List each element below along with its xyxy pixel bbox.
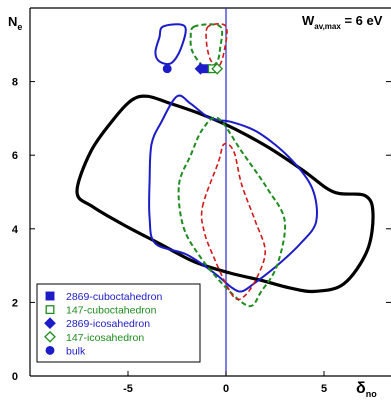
xlabel-sub: no [366, 389, 377, 399]
annotation-rest: = 6 eV [341, 13, 383, 28]
ylabel-sub: e [17, 22, 22, 32]
series-line-red-5 [200, 142, 267, 301]
ylabel-main: N [8, 14, 17, 29]
legend-label-2: 2869-icosahedron [66, 318, 150, 330]
data-point-diamond-4 [211, 62, 224, 75]
annotation: Wav,max = 6 eV [302, 13, 383, 31]
data-point-circle-0 [162, 64, 172, 74]
legend-marker-4 [45, 345, 55, 355]
series-line-blue-1 [148, 94, 318, 293]
series-line-green-3 [177, 116, 287, 308]
series-line-green-4 [189, 23, 224, 69]
ylabel: Ne [8, 14, 22, 32]
tick-layer: -5 0 5 0 2 4 6 8 [12, 77, 391, 395]
series-layer [75, 23, 375, 308]
y-tick-label: 0 [12, 371, 18, 383]
x-tick-label: 0 [223, 383, 229, 395]
legend-marker-1 [45, 305, 55, 315]
series-line-blue-2 [154, 23, 187, 66]
legend: 2869-cuboctahedron 147-cuboctahedron2869-… [36, 283, 201, 363]
x-tick-label: -5 [123, 383, 133, 395]
xlabel-main: δ [356, 380, 366, 397]
y-tick-label: 6 [12, 150, 18, 162]
xlabel: δno [356, 380, 377, 399]
legend-marker-0 [45, 291, 55, 301]
legend-label-1: 147-cuboctahedron [66, 305, 157, 317]
y-tick-label: 8 [12, 77, 18, 89]
annotation-main: W [302, 13, 315, 28]
x-tick-label: 5 [321, 383, 327, 395]
y-tick-label: 4 [12, 224, 19, 236]
legend-box [36, 283, 201, 363]
legend-label-3: 147-icosahedron [66, 332, 144, 344]
y-tick-label: 2 [12, 297, 18, 309]
legend-entries: 2869-cuboctahedron 147-cuboctahedron2869-… [44, 291, 162, 357]
legend-marker-3 [44, 330, 56, 343]
marker-layer [162, 62, 224, 75]
annotation-sub: av,max [314, 22, 341, 31]
series-line-black-0 [75, 94, 375, 294]
legend-marker-2 [44, 317, 56, 330]
legend-label-4: bulk [66, 345, 86, 357]
legend-label-0: 2869-cuboctahedron [66, 291, 162, 303]
